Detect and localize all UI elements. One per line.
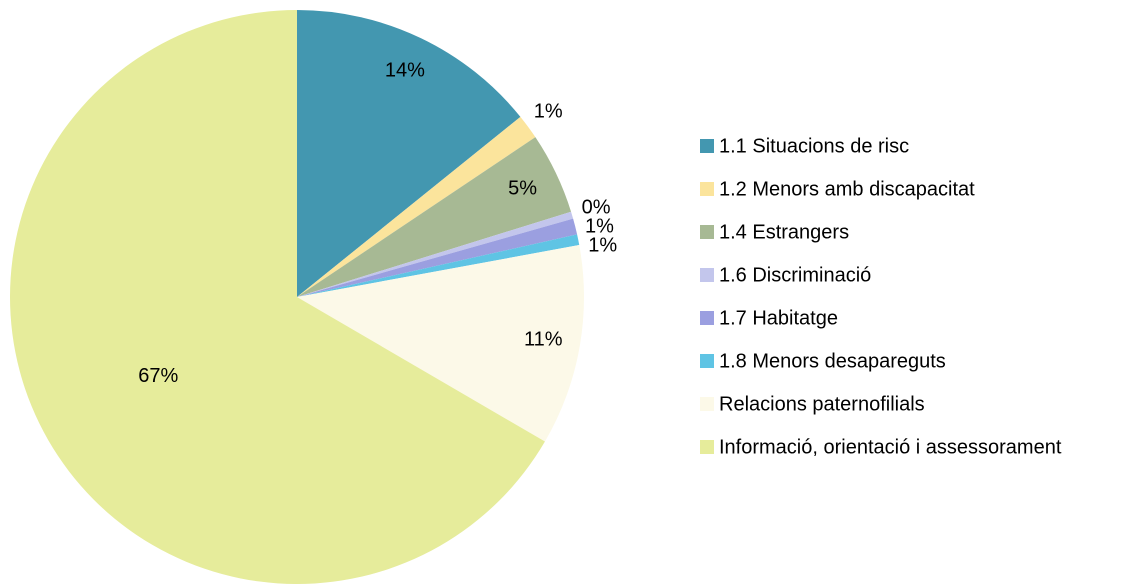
data-label: 5% [508, 177, 537, 199]
legend-swatch [700, 354, 714, 368]
legend-swatch [700, 311, 714, 325]
pie-slice [297, 211, 574, 297]
legend-label: 1.6 Discriminació [719, 264, 871, 286]
legend-swatch [700, 225, 714, 239]
data-label: 0% [582, 196, 611, 218]
pie-slice [297, 10, 521, 297]
pie-slice [297, 244, 584, 442]
legend-label: 1.8 Menors desapareguts [719, 350, 946, 372]
pie-slice [297, 234, 580, 297]
legend-swatch [700, 182, 714, 196]
pie-slice [297, 137, 572, 297]
data-label: 67% [138, 365, 178, 387]
legend-swatch [700, 440, 714, 454]
legend-swatch [700, 139, 714, 153]
legend-label: 1.7 Habitatge [719, 307, 838, 329]
legend-label: Informació, orientació i assessorament [719, 436, 1062, 458]
data-label: 14% [385, 60, 425, 82]
pie-slice [297, 218, 578, 297]
legend-swatch [700, 397, 714, 411]
legend-label: Relacions paternofilials [719, 393, 925, 415]
data-label: 1% [534, 100, 563, 122]
data-label: 11% [524, 328, 563, 350]
legend-label: 1.1 Situacions de risc [719, 135, 909, 157]
data-label: 1% [588, 234, 617, 256]
pie-slice [297, 116, 536, 298]
legend-label: 1.4 Estrangers [719, 221, 849, 243]
data-label: 1% [585, 215, 614, 237]
legend-swatch [700, 268, 714, 282]
pie-slice [9, 10, 545, 584]
legend-label: 1.2 Menors amb discapacitat [719, 178, 975, 200]
